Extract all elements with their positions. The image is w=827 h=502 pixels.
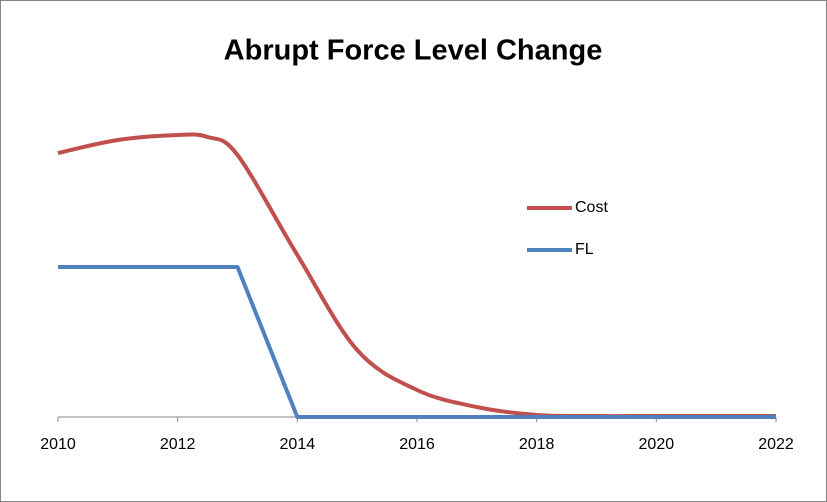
x-tick-label: 2014 <box>280 436 316 453</box>
x-tick-label: 2016 <box>399 436 435 453</box>
legend-label: Cost <box>575 199 608 216</box>
line-series <box>58 265 776 419</box>
chart-title: Abrupt Force Level Change <box>224 35 603 67</box>
legend-label: FL <box>575 241 594 258</box>
x-tick-label: 2018 <box>519 436 555 453</box>
x-tick-label: 2020 <box>639 436 675 453</box>
x-tick-label: 2010 <box>40 436 76 453</box>
x-tick-label: 2022 <box>758 436 794 453</box>
x-tick-label: 2012 <box>160 436 196 453</box>
